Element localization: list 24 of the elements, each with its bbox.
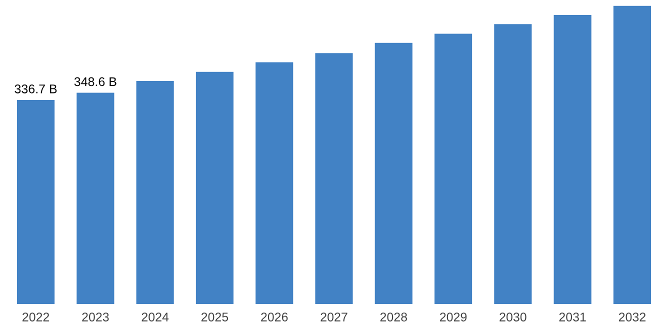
x-tick-label: 2022	[22, 312, 50, 322]
bar	[494, 24, 532, 304]
bar	[315, 53, 353, 304]
bar	[554, 14, 592, 304]
bar	[613, 6, 651, 304]
x-tick-label: 2030	[500, 312, 526, 322]
x-tick-label: 2023	[82, 312, 109, 322]
x-tick-label: 2032	[618, 312, 646, 322]
bar	[196, 72, 234, 304]
x-tick-label: 2031	[559, 312, 586, 322]
bar	[256, 62, 294, 304]
x-tick-label: 2026	[261, 312, 288, 322]
bar	[136, 81, 174, 304]
data-label: 348.6 B	[74, 77, 116, 86]
x-tick-label: 2025	[201, 312, 228, 322]
x-tick-label: 2028	[380, 312, 408, 322]
bar	[76, 92, 114, 304]
x-tick-label: 2029	[440, 312, 467, 322]
x-tick-label: 2027	[320, 312, 348, 322]
bar	[17, 100, 55, 304]
x-tick-label: 2024	[142, 312, 169, 322]
bar	[434, 34, 472, 304]
bar	[374, 42, 412, 304]
data-label: 336.7 B	[14, 84, 57, 94]
